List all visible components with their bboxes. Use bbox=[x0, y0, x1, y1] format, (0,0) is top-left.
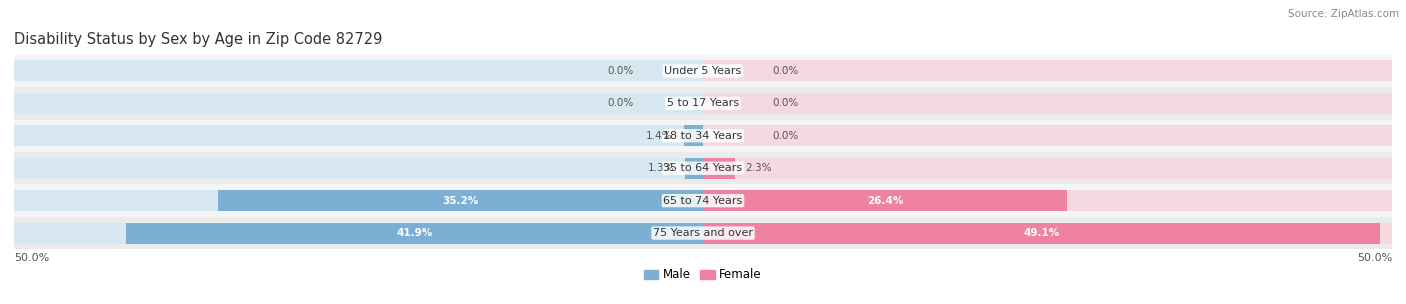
Bar bbox=[14, 87, 1392, 119]
Text: 1.4%: 1.4% bbox=[647, 131, 672, 141]
Bar bbox=[703, 190, 1067, 211]
Text: Under 5 Years: Under 5 Years bbox=[665, 66, 741, 76]
Bar bbox=[14, 55, 1392, 87]
Bar bbox=[218, 190, 703, 211]
Bar bbox=[703, 223, 1392, 244]
Bar bbox=[14, 152, 1392, 185]
Text: 50.0%: 50.0% bbox=[1357, 253, 1392, 263]
Bar bbox=[703, 223, 1379, 244]
Text: 35.2%: 35.2% bbox=[443, 196, 478, 206]
Bar bbox=[125, 223, 703, 244]
Bar bbox=[14, 125, 703, 146]
Bar bbox=[703, 158, 1392, 179]
Text: 0.0%: 0.0% bbox=[772, 131, 799, 141]
Text: 0.0%: 0.0% bbox=[772, 98, 799, 108]
Text: 0.0%: 0.0% bbox=[772, 66, 799, 76]
Text: 50.0%: 50.0% bbox=[14, 253, 49, 263]
Text: Disability Status by Sex by Age in Zip Code 82729: Disability Status by Sex by Age in Zip C… bbox=[14, 32, 382, 47]
Text: 2.3%: 2.3% bbox=[745, 163, 772, 173]
Text: 65 to 74 Years: 65 to 74 Years bbox=[664, 196, 742, 206]
Bar bbox=[703, 93, 1392, 114]
Bar bbox=[14, 158, 703, 179]
Bar bbox=[14, 223, 703, 244]
Text: 1.3%: 1.3% bbox=[648, 163, 673, 173]
Text: 49.1%: 49.1% bbox=[1024, 228, 1059, 238]
Bar bbox=[703, 158, 735, 179]
Legend: Male, Female: Male, Female bbox=[640, 264, 766, 286]
Text: 35 to 64 Years: 35 to 64 Years bbox=[664, 163, 742, 173]
Bar bbox=[14, 217, 1392, 249]
Text: 0.0%: 0.0% bbox=[607, 66, 634, 76]
Text: 41.9%: 41.9% bbox=[396, 228, 433, 238]
Text: Source: ZipAtlas.com: Source: ZipAtlas.com bbox=[1288, 9, 1399, 19]
Bar bbox=[14, 119, 1392, 152]
Text: 0.0%: 0.0% bbox=[607, 98, 634, 108]
Bar bbox=[14, 60, 703, 81]
Text: 75 Years and over: 75 Years and over bbox=[652, 228, 754, 238]
Text: 18 to 34 Years: 18 to 34 Years bbox=[664, 131, 742, 141]
Bar bbox=[685, 158, 703, 179]
Text: 5 to 17 Years: 5 to 17 Years bbox=[666, 98, 740, 108]
Bar bbox=[703, 60, 1392, 81]
Bar bbox=[683, 125, 703, 146]
Bar bbox=[14, 93, 703, 114]
Bar bbox=[703, 190, 1392, 211]
Bar bbox=[14, 185, 1392, 217]
Bar bbox=[703, 125, 1392, 146]
Text: 26.4%: 26.4% bbox=[866, 196, 903, 206]
Bar bbox=[14, 190, 703, 211]
